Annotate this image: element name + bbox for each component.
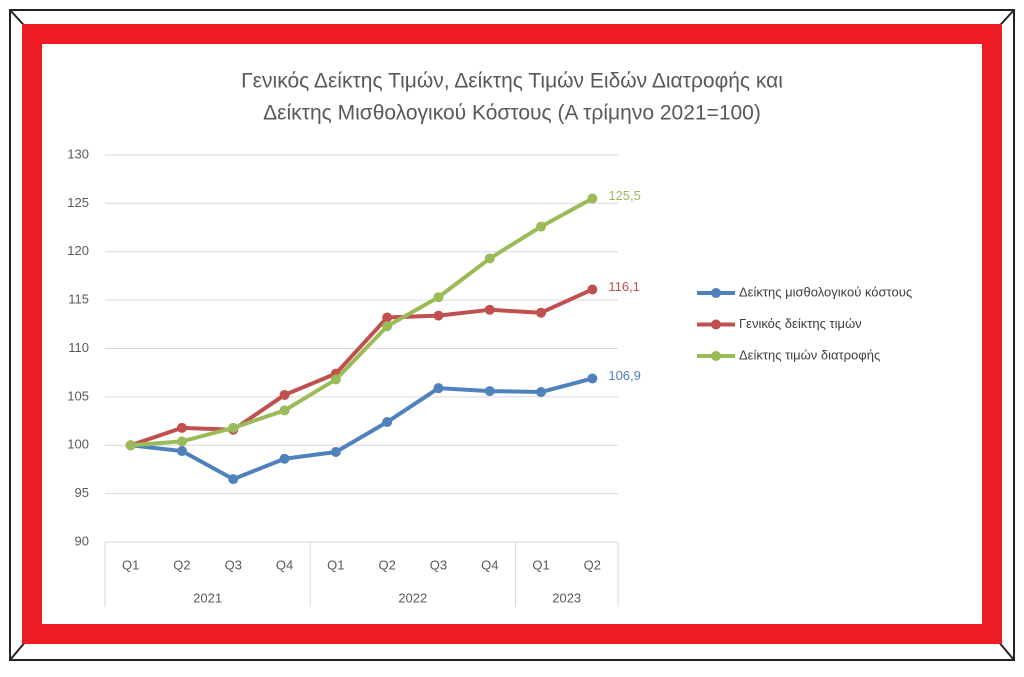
data-label: 125,5 <box>608 188 641 203</box>
data-point <box>433 310 444 321</box>
y-tick-label: 100 <box>67 437 89 452</box>
legend-label: Γενικός δείκτης τιμών <box>739 316 862 331</box>
x-group-label: 2021 <box>193 590 222 605</box>
series-line <box>130 287 594 448</box>
legend-marker <box>711 288 721 298</box>
data-point <box>484 253 495 264</box>
data-point <box>279 453 290 464</box>
data-point <box>587 373 598 384</box>
data-point <box>587 284 598 295</box>
legend-marker <box>711 351 721 361</box>
data-point <box>228 422 239 433</box>
y-tick-label: 105 <box>67 388 89 403</box>
data-point <box>433 383 444 394</box>
x-tick-label: Q3 <box>430 557 447 572</box>
chart-title: Δείκτης Μισθολογικού Κόστους (Α τρίμηνο … <box>263 102 761 125</box>
y-tick-label: 125 <box>67 195 89 210</box>
data-point <box>176 436 187 447</box>
data-point <box>279 405 290 416</box>
data-point <box>382 312 393 323</box>
x-tick-label: Q3 <box>225 557 242 572</box>
data-point <box>176 422 187 433</box>
x-tick-label: Q2 <box>584 557 601 572</box>
y-tick-label: 130 <box>67 146 89 161</box>
x-tick-label: Q4 <box>276 557 293 572</box>
data-point <box>484 386 495 397</box>
x-group-label: 2023 <box>552 590 581 605</box>
y-tick-label: 110 <box>68 340 89 355</box>
series-line <box>130 196 594 448</box>
x-tick-label: Q1 <box>327 557 344 572</box>
chart-title: Γενικός Δείκτης Τιμών, Δείκτης Τιμών Ειδ… <box>241 70 783 93</box>
y-tick-label: 115 <box>68 292 89 307</box>
legend-marker <box>711 319 721 330</box>
y-tick-label: 90 <box>75 533 89 548</box>
data-point <box>536 307 547 318</box>
series-line <box>130 376 593 482</box>
legend-label: Δείκτης μισθολογικού κόστους <box>739 284 912 299</box>
data-point <box>587 193 598 204</box>
y-tick-label: 120 <box>67 243 89 258</box>
data-point <box>536 387 547 398</box>
data-label: 106,9 <box>608 368 641 383</box>
x-group-label: 2022 <box>398 590 427 605</box>
x-tick-label: Q2 <box>378 557 395 572</box>
y-tick-label: 95 <box>75 485 89 500</box>
data-point <box>279 389 290 400</box>
data-point <box>382 417 393 428</box>
data-label: 116,1 <box>608 279 640 294</box>
data-point <box>382 321 393 332</box>
x-tick-label: Q1 <box>122 557 139 572</box>
data-point <box>228 474 239 485</box>
data-point <box>125 440 136 451</box>
x-tick-label: Q1 <box>532 557 549 572</box>
legend-label: Δείκτης τιμών διατροφής <box>739 347 880 362</box>
red-frame <box>22 24 1002 644</box>
data-point <box>330 447 341 458</box>
x-tick-label: Q4 <box>481 557 498 572</box>
data-point <box>176 446 187 457</box>
data-point <box>433 292 444 303</box>
data-point <box>330 374 341 385</box>
x-tick-label: Q2 <box>173 557 190 572</box>
data-point <box>484 304 495 315</box>
data-point <box>536 221 547 232</box>
